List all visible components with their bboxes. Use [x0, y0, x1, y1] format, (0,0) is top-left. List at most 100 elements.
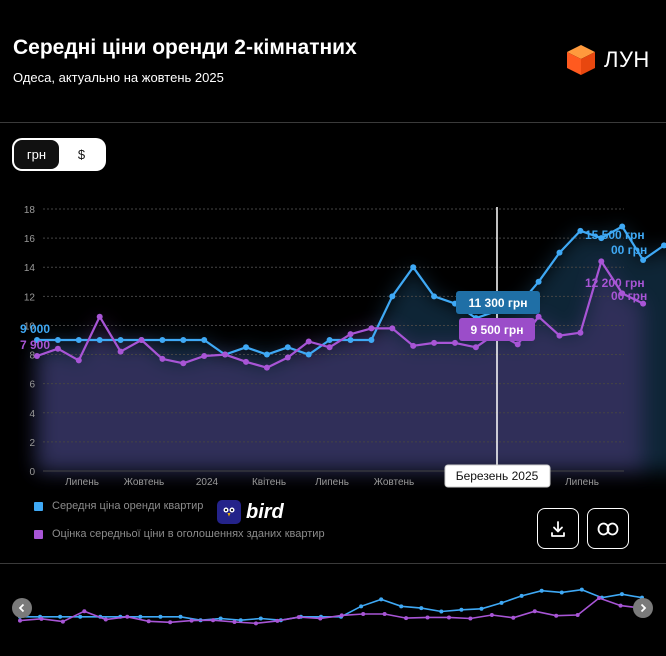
listings-minimap-point: [339, 613, 344, 618]
listings-data-point[interactable]: [452, 339, 458, 346]
rent-data-point[interactable]: [75, 337, 82, 343]
tooltip-rent-bg: [456, 291, 540, 314]
y-tick-label: 6: [29, 380, 35, 391]
listings-data-point[interactable]: [577, 329, 584, 336]
listings-minimap-point: [146, 619, 151, 624]
tooltip: 11 300 грн 9 500 грн Березень 2025: [444, 291, 551, 488]
legend-item-rent[interactable]: Середня ціна оренди квартир: [34, 498, 325, 514]
rent-data-point[interactable]: [96, 337, 103, 343]
rent-minimap-point: [559, 590, 564, 595]
listings-data-point[interactable]: [535, 313, 542, 320]
download-button[interactable]: [537, 508, 579, 549]
listings-minimap-point: [489, 613, 494, 618]
rent-minimap-point: [499, 600, 504, 605]
y-tick-label: 8: [29, 351, 35, 362]
listings-data-point[interactable]: [305, 338, 312, 345]
value-labels: 9 000 7 900 15 500 грн 00 грн 12 200 грн…: [20, 228, 647, 352]
listings-minimap-point: [318, 616, 323, 621]
currency-usd-button[interactable]: $: [77, 147, 86, 162]
rent-data-point[interactable]: [347, 337, 354, 343]
listings-data-point[interactable]: [159, 355, 166, 362]
rent-data-point[interactable]: [243, 344, 249, 351]
listings-data-point[interactable]: [54, 345, 61, 352]
rent-data-point[interactable]: [598, 235, 605, 242]
scroll-left-button[interactable]: [12, 598, 32, 618]
listings-minimap-point: [232, 619, 237, 624]
rent-data-point[interactable]: [34, 337, 40, 343]
rent-data-point[interactable]: [201, 337, 208, 343]
currency-uah-button[interactable]: грн: [14, 140, 59, 169]
rent-minimap-point: [379, 597, 384, 602]
listings-data-point[interactable]: [431, 339, 438, 346]
rent-data-point[interactable]: [305, 351, 312, 358]
currency-toggle[interactable]: грн $: [12, 138, 106, 171]
listings-data-point[interactable]: [514, 341, 521, 348]
rent-data-point[interactable]: [180, 337, 187, 343]
listings-minimap-point: [253, 621, 258, 626]
price-line-chart[interactable]: 0 2 4 6 8 10 12 14 16 18 Липень Жовтень 2024 Квітень…: [0, 196, 666, 496]
rent-minimap-point: [619, 592, 624, 597]
listings-data-point[interactable]: [222, 351, 229, 358]
listings-data-point[interactable]: [640, 300, 647, 307]
listings-data-point[interactable]: [117, 348, 124, 355]
rent-data-point[interactable]: [159, 337, 166, 343]
rent-data-point[interactable]: [556, 249, 563, 256]
rent-minimap-point: [218, 616, 223, 621]
listings-data-point[interactable]: [598, 258, 605, 265]
listings-data-point[interactable]: [368, 325, 375, 332]
listings-minimap-point: [189, 618, 194, 623]
listings-data-point[interactable]: [96, 313, 103, 320]
rent-data-point[interactable]: [389, 293, 396, 300]
listings-data-point[interactable]: [472, 344, 479, 351]
line-glow: [37, 226, 666, 471]
listings-data-point[interactable]: [326, 344, 333, 351]
rent-data-point[interactable]: [640, 256, 647, 263]
listings-minimap-point: [361, 611, 366, 616]
listings-data-point[interactable]: [619, 290, 626, 297]
listings-data-point[interactable]: [389, 325, 396, 332]
rent-data-point[interactable]: [54, 337, 61, 343]
rent-minimap-point: [138, 614, 143, 619]
listings-data-point[interactable]: [263, 364, 270, 371]
listings-data-point[interactable]: [243, 358, 249, 365]
rent-data-point[interactable]: [368, 337, 375, 343]
listings-data-point[interactable]: [201, 353, 208, 360]
rent-data-point[interactable]: [117, 337, 124, 343]
legend-item-listings[interactable]: Оцінка середньої ціни в оголошеннях здан…: [34, 526, 325, 542]
listings-data-point[interactable]: [75, 357, 82, 364]
range-navigator[interactable]: [0, 564, 666, 656]
rent-minimap-point: [419, 606, 424, 611]
page-title: Середні ціни оренди 2-кімнатних: [13, 36, 357, 59]
listings-data-point[interactable]: [138, 337, 145, 343]
listings-data-point[interactable]: [347, 331, 354, 338]
rent-minimap-point: [178, 614, 183, 619]
y-axis: 0 2 4 6 8 10 12 14 16 18: [24, 205, 36, 478]
listings-data-point[interactable]: [410, 342, 417, 349]
listings-data-point[interactable]: [556, 332, 563, 339]
rent-data-point[interactable]: [535, 278, 542, 285]
rent-data-point[interactable]: [577, 227, 584, 234]
x-tick-label: Жовтень: [374, 477, 415, 488]
rent-data-point[interactable]: [326, 337, 333, 343]
x-tick-label: Квітень: [252, 477, 286, 488]
rent-data-point[interactable]: [431, 293, 438, 300]
listings-minimap-point: [446, 615, 451, 620]
copy-link-button[interactable]: [587, 508, 629, 549]
rent-data-point[interactable]: [263, 351, 270, 358]
listings-data-point[interactable]: [34, 353, 40, 360]
y-tick-label: 12: [24, 292, 36, 303]
rent-data-point[interactable]: [661, 242, 666, 249]
series-layer: [34, 223, 666, 371]
legend-label-listings: Оцінка середньої ціни в оголошеннях здан…: [52, 528, 325, 540]
rent-data-point[interactable]: [619, 223, 626, 230]
rent-data-point[interactable]: [284, 344, 291, 351]
listings-start-label: 7 900: [20, 338, 50, 352]
scroll-right-button[interactable]: [633, 598, 653, 618]
listings-data-point[interactable]: [284, 354, 291, 361]
y-tick-label: 16: [24, 234, 36, 245]
listings-minimap-point: [511, 615, 516, 620]
listings-data-point[interactable]: [180, 360, 187, 367]
bird-brand[interactable]: bird: [217, 500, 284, 524]
rent-data-point[interactable]: [410, 264, 417, 271]
lun-logo[interactable]: ЛУН: [566, 44, 650, 76]
